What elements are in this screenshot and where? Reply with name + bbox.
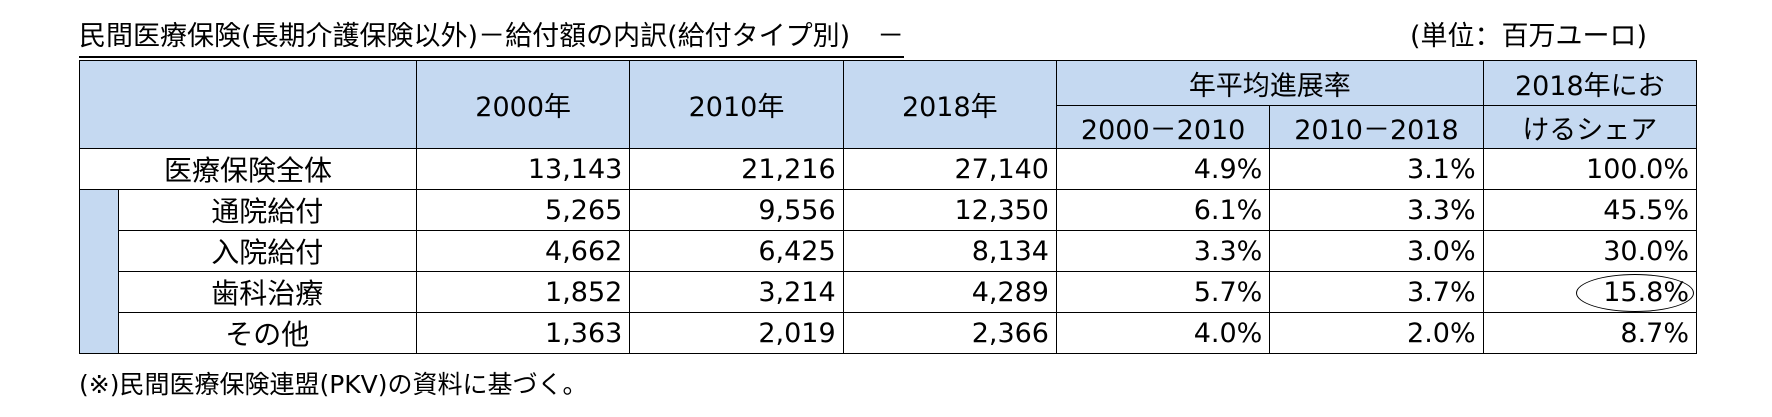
- cell-2010: 6,425: [629, 230, 844, 272]
- cell-2000: 1,852: [415, 271, 631, 313]
- row-label: その他: [117, 312, 418, 354]
- cell-2010: 3,214: [629, 271, 844, 313]
- cell-growth-1: 4.9%: [1055, 148, 1271, 190]
- cell-2010: 2,019: [629, 312, 844, 354]
- header-2010: 2010年: [629, 60, 844, 149]
- row-label: 通院給付: [117, 189, 418, 231]
- indent-cell: [79, 271, 119, 313]
- table-row: その他 1,363 2,019 2,366 4.0% 2.0% 8.7%: [79, 312, 1698, 354]
- header-2018: 2018年: [842, 60, 1057, 149]
- cell-2018: 2,366: [842, 312, 1057, 354]
- header-growth-group: 年平均進展率: [1055, 60, 1484, 106]
- table-row: 入院給付 4,662 6,425 8,134 3.3% 3.0% 30.0%: [79, 230, 1698, 272]
- source-note: (※)民間医療保険連盟(PKV)の資料に基づく。: [79, 370, 588, 399]
- header-blank-cell: [79, 60, 417, 149]
- cell-growth-1: 5.7%: [1055, 271, 1271, 313]
- row-label: 歯科治療: [117, 271, 418, 313]
- table-title: 民間医療保険(長期介護保険以外)－給付額の内訳(給付タイプ別) －: [79, 18, 905, 58]
- indent-cell: [79, 230, 119, 272]
- cell-2000: 5,265: [415, 189, 631, 231]
- cell-growth-1: 6.1%: [1055, 189, 1271, 231]
- row-label: 入院給付: [117, 230, 418, 272]
- cell-growth-1: 3.3%: [1055, 230, 1271, 272]
- indent-cell: [79, 312, 119, 354]
- header-growth-2000-2010: 2000－2010: [1055, 105, 1271, 149]
- row-label: 医療保険全体: [79, 148, 417, 190]
- benefits-table: 2000年 2010年 2018年 年平均進展率 2018年にお 2000－20…: [79, 60, 1698, 354]
- cell-growth-2: 3.3%: [1269, 189, 1484, 231]
- cell-2010: 9,556: [629, 189, 844, 231]
- unit-label: (単位：百万ユーロ): [1410, 21, 1648, 52]
- cell-growth-2: 3.0%: [1269, 230, 1484, 272]
- cell-2018: 12,350: [842, 189, 1057, 231]
- table-row: 通院給付 5,265 9,556 12,350 6.1% 3.3% 45.5%: [79, 189, 1698, 231]
- header-2000: 2000年: [415, 60, 631, 149]
- cell-2018: 8,134: [842, 230, 1057, 272]
- cell-growth-2: 2.0%: [1269, 312, 1484, 354]
- header-growth-2010-2018: 2010－2018: [1269, 105, 1484, 149]
- header-share-line1: 2018年にお: [1482, 60, 1698, 106]
- cell-2000: 4,662: [415, 230, 631, 272]
- indent-cell: [79, 189, 119, 231]
- table-row: 医療保険全体 13,143 21,216 27,140 4.9% 3.1% 10…: [79, 148, 1698, 190]
- cell-2018: 27,140: [842, 148, 1057, 190]
- highlight-ellipse: [1576, 274, 1694, 312]
- cell-2018: 4,289: [842, 271, 1057, 313]
- cell-growth-2: 3.1%: [1269, 148, 1484, 190]
- cell-2010: 21,216: [629, 148, 844, 190]
- cell-share: 45.5%: [1482, 189, 1698, 231]
- header-share-line2: けるシェア: [1482, 105, 1698, 149]
- table-row: 歯科治療 1,852 3,214 4,289 5.7% 3.7% 15.8%: [79, 271, 1698, 313]
- cell-share: 30.0%: [1482, 230, 1698, 272]
- cell-growth-1: 4.0%: [1055, 312, 1271, 354]
- cell-growth-2: 3.7%: [1269, 271, 1484, 313]
- cell-2000: 1,363: [415, 312, 631, 354]
- cell-share: 8.7%: [1482, 312, 1698, 354]
- cell-2000: 13,143: [415, 148, 631, 190]
- cell-share: 100.0%: [1482, 148, 1698, 190]
